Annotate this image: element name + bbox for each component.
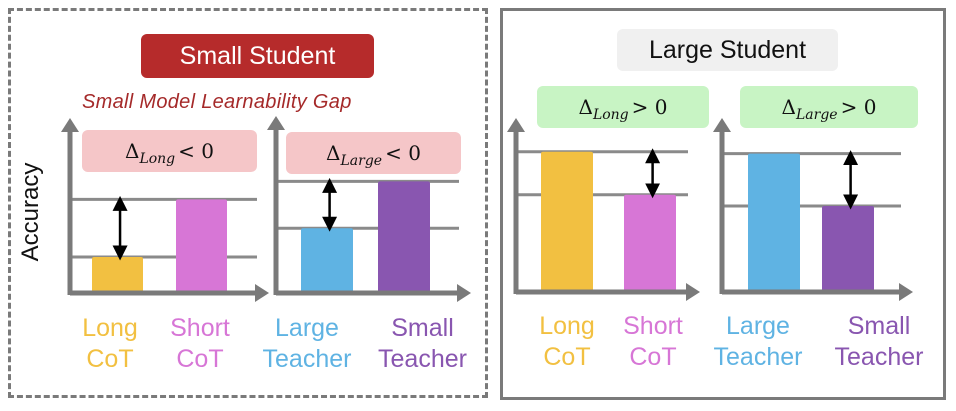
delta-relation: < 0: [385, 141, 421, 165]
category-line-1: Large: [275, 314, 339, 342]
category-label-large-teacher-small: Large Teacher: [252, 313, 362, 375]
delta-subscript: Large: [340, 153, 383, 169]
delta-subscript: Large: [796, 107, 838, 123]
delta-relation: < 0: [178, 139, 214, 163]
y-axis-arrowhead: [61, 118, 79, 132]
x-axis-arrowhead: [686, 283, 700, 301]
bar-small: [822, 205, 874, 292]
category-label-long-cot-small: Long CoT: [70, 313, 150, 375]
delta-symbol: Δ: [578, 95, 593, 119]
category-line-2: CoT: [629, 343, 677, 371]
x-axis-arrowhead: [457, 284, 471, 302]
bar-small: [378, 181, 430, 293]
category-label-short-cot-large: Short CoT: [607, 311, 699, 373]
delta-symbol: Δ: [781, 95, 796, 119]
delta-long-box-large: ΔLong > 0: [537, 86, 709, 128]
bar-short: [176, 199, 227, 293]
category-line-2: Teacher: [378, 345, 467, 373]
bar-long: [541, 151, 593, 292]
category-line-1: Long: [539, 312, 595, 340]
category-line-1: Long: [82, 314, 138, 342]
category-line-2: CoT: [176, 345, 224, 373]
small-student-title: Small Student: [141, 34, 374, 78]
category-line-2: CoT: [543, 343, 591, 371]
delta-subscript: Long: [592, 107, 629, 123]
delta-subscript: Long: [139, 151, 176, 167]
small-student-panel: [8, 8, 488, 398]
delta-large-box-small: ΔLarge < 0: [286, 132, 461, 174]
learnability-gap-label: Small Model Learnability Gap: [82, 91, 352, 113]
delta-large-box-large: ΔLarge > 0: [740, 86, 918, 128]
delta-symbol: Δ: [326, 141, 341, 165]
category-label-long-cot-large: Long CoT: [527, 311, 607, 373]
category-line-2: Teacher: [834, 343, 924, 371]
category-line-1: Short: [623, 312, 683, 340]
category-line-1: Small: [391, 314, 454, 342]
y-axis-arrowhead: [267, 116, 285, 130]
category-line-2: Teacher: [262, 345, 352, 373]
x-axis-arrowhead: [899, 283, 913, 301]
category-line-1: Small: [847, 312, 911, 340]
category-label-large-teacher-large: Large Teacher: [702, 311, 814, 373]
category-line-2: CoT: [86, 345, 134, 373]
delta-long-box-small: ΔLong < 0: [82, 130, 257, 172]
large-student-title: Large Student: [617, 29, 838, 71]
bar-short: [624, 194, 676, 292]
category-line-2: Teacher: [713, 343, 803, 371]
bar-long: [92, 257, 143, 293]
bar-large: [301, 228, 353, 293]
delta-symbol: Δ: [124, 139, 140, 163]
category-line-1: Large: [726, 312, 790, 340]
x-axis-arrowhead: [255, 284, 269, 302]
y-axis-arrowhead: [713, 118, 731, 132]
category-label-small-teacher-large: Small Teacher: [820, 311, 938, 373]
large-student-panel: [500, 8, 946, 400]
category-label-small-teacher-small: Small Teacher: [365, 313, 480, 375]
y-axis-arrowhead: [507, 118, 525, 132]
category-label-short-cot-small: Short CoT: [155, 313, 245, 375]
category-line-1: Short: [170, 314, 230, 342]
delta-relation: > 0: [840, 95, 877, 119]
bar-large: [748, 153, 800, 292]
delta-relation: > 0: [631, 95, 668, 119]
